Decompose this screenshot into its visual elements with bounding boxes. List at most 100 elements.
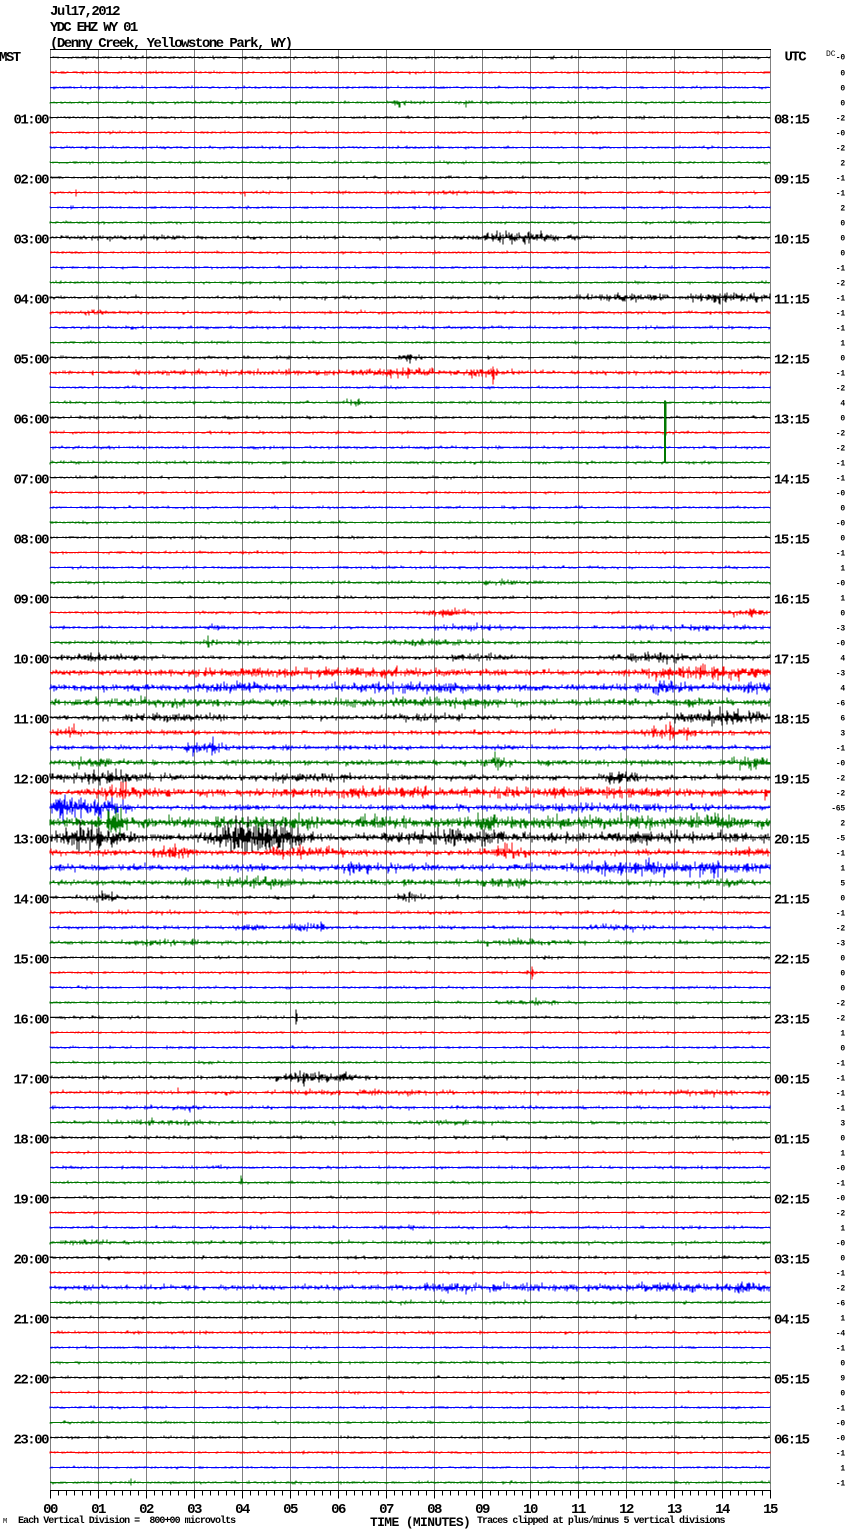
svg-text:0: 0	[840, 985, 845, 994]
svg-text:1: 1	[840, 565, 845, 574]
svg-text:-1: -1	[836, 550, 846, 559]
svg-text:19:15: 19:15	[774, 773, 810, 789]
svg-text:MST: MST	[0, 50, 21, 66]
svg-text:-2: -2	[836, 430, 846, 439]
svg-text:0: 0	[840, 235, 845, 244]
svg-text:-0: -0	[836, 520, 846, 529]
svg-text:-1: -1	[836, 175, 846, 184]
svg-text:00:15: 00:15	[774, 1073, 810, 1089]
svg-text:10: 10	[523, 1502, 538, 1518]
svg-text:-0: -0	[836, 640, 846, 649]
svg-text:-1: -1	[836, 1105, 846, 1114]
svg-text:08: 08	[427, 1502, 442, 1518]
svg-text:11: 11	[571, 1502, 586, 1518]
svg-text:-1: -1	[836, 1480, 846, 1489]
svg-text:2: 2	[840, 820, 845, 829]
svg-text:0: 0	[840, 415, 845, 424]
svg-text:14: 14	[715, 1502, 730, 1518]
svg-text:03: 03	[187, 1502, 202, 1518]
svg-text:-1: -1	[836, 1405, 846, 1414]
svg-text:Each Vertical Division = 800+: Each Vertical Division = 800+00 microvol…	[18, 1515, 236, 1527]
svg-text:4: 4	[840, 685, 845, 694]
svg-text:03:15: 03:15	[774, 1253, 810, 1269]
svg-text:1: 1	[840, 1315, 845, 1324]
svg-text:3: 3	[840, 730, 845, 739]
svg-text:07:00: 07:00	[13, 473, 49, 489]
svg-text:-0: -0	[836, 54, 846, 63]
svg-text:М: М	[3, 1518, 7, 1526]
svg-text:08:15: 08:15	[774, 113, 810, 129]
svg-text:0: 0	[840, 895, 845, 904]
svg-text:2: 2	[840, 205, 845, 214]
svg-text:4: 4	[840, 400, 845, 409]
svg-text:0: 0	[840, 1390, 845, 1399]
svg-text:22:00: 22:00	[13, 1373, 49, 1389]
svg-text:0: 0	[840, 355, 845, 364]
svg-text:-4: -4	[836, 1330, 846, 1339]
svg-text:0: 0	[840, 1135, 845, 1144]
svg-text:05: 05	[283, 1502, 298, 1518]
svg-text:-5: -5	[836, 835, 846, 844]
svg-text:0: 0	[840, 610, 845, 619]
svg-text:-2: -2	[836, 1285, 846, 1294]
svg-text:DC: DC	[826, 50, 836, 59]
svg-text:13:15: 13:15	[774, 413, 810, 429]
svg-text:01: 01	[91, 1502, 106, 1518]
svg-text:-2: -2	[836, 775, 846, 784]
svg-text:-0: -0	[836, 490, 846, 499]
svg-text:10:00: 10:00	[13, 653, 49, 669]
svg-text:Traces clipped at plus/minus 5: Traces clipped at plus/minus 5 vertical …	[477, 1515, 725, 1527]
svg-text:18:15: 18:15	[774, 713, 810, 729]
svg-text:18:00: 18:00	[13, 1133, 49, 1149]
svg-text:-3: -3	[836, 940, 846, 949]
svg-text:1: 1	[840, 1225, 845, 1234]
svg-text:-3: -3	[836, 670, 846, 679]
svg-text:-0: -0	[836, 1435, 846, 1444]
svg-text:4: 4	[840, 655, 845, 664]
svg-text:-2: -2	[836, 1000, 846, 1009]
svg-text:-2: -2	[836, 280, 846, 289]
svg-text:TIME (MINUTES): TIME (MINUTES)	[370, 1515, 470, 1530]
svg-text:23:00: 23:00	[13, 1433, 49, 1449]
svg-text:-1: -1	[836, 325, 846, 334]
svg-text:0: 0	[840, 535, 845, 544]
svg-text:01:00: 01:00	[13, 113, 49, 129]
svg-text:-1: -1	[836, 1345, 846, 1354]
svg-text:9: 9	[840, 1375, 845, 1384]
svg-text:-1: -1	[836, 1450, 846, 1459]
svg-text:-0: -0	[836, 130, 846, 139]
svg-text:15:00: 15:00	[13, 953, 49, 969]
svg-text:20:00: 20:00	[13, 1253, 49, 1269]
svg-text:19:00: 19:00	[13, 1193, 49, 1209]
svg-text:-1: -1	[836, 745, 846, 754]
svg-text:1: 1	[840, 1150, 845, 1159]
svg-text:-1: -1	[836, 1075, 846, 1084]
svg-text:-0: -0	[836, 1240, 846, 1249]
svg-text:14:15: 14:15	[774, 473, 810, 489]
svg-text:-1: -1	[836, 265, 846, 274]
svg-text:08:00: 08:00	[13, 533, 49, 549]
svg-text:UTC: UTC	[785, 50, 808, 66]
svg-text:1: 1	[840, 340, 845, 349]
svg-text:04:15: 04:15	[774, 1313, 810, 1329]
svg-text:0: 0	[840, 70, 845, 79]
svg-text:02: 02	[139, 1502, 154, 1518]
svg-text:-3: -3	[836, 625, 846, 634]
svg-text:17:00: 17:00	[13, 1073, 49, 1089]
svg-text:12:15: 12:15	[774, 353, 810, 369]
svg-text:22:15: 22:15	[774, 953, 810, 969]
svg-text:13:00: 13:00	[13, 833, 49, 849]
svg-text:09:15: 09:15	[774, 173, 810, 189]
svg-text:05:15: 05:15	[774, 1373, 810, 1389]
svg-text:23:15: 23:15	[774, 1013, 810, 1029]
svg-text:20:15: 20:15	[774, 833, 810, 849]
svg-text:0: 0	[840, 250, 845, 259]
svg-text:(Denny Creek, Yellowstone Park: (Denny Creek, Yellowstone Park, WY)	[50, 36, 292, 52]
svg-text:0: 0	[840, 970, 845, 979]
svg-text:17:15: 17:15	[774, 653, 810, 669]
svg-text:1: 1	[840, 865, 845, 874]
svg-text:-65: -65	[831, 805, 845, 814]
svg-text:06: 06	[331, 1502, 346, 1518]
svg-text:-1: -1	[836, 370, 846, 379]
svg-text:0: 0	[840, 1045, 845, 1054]
